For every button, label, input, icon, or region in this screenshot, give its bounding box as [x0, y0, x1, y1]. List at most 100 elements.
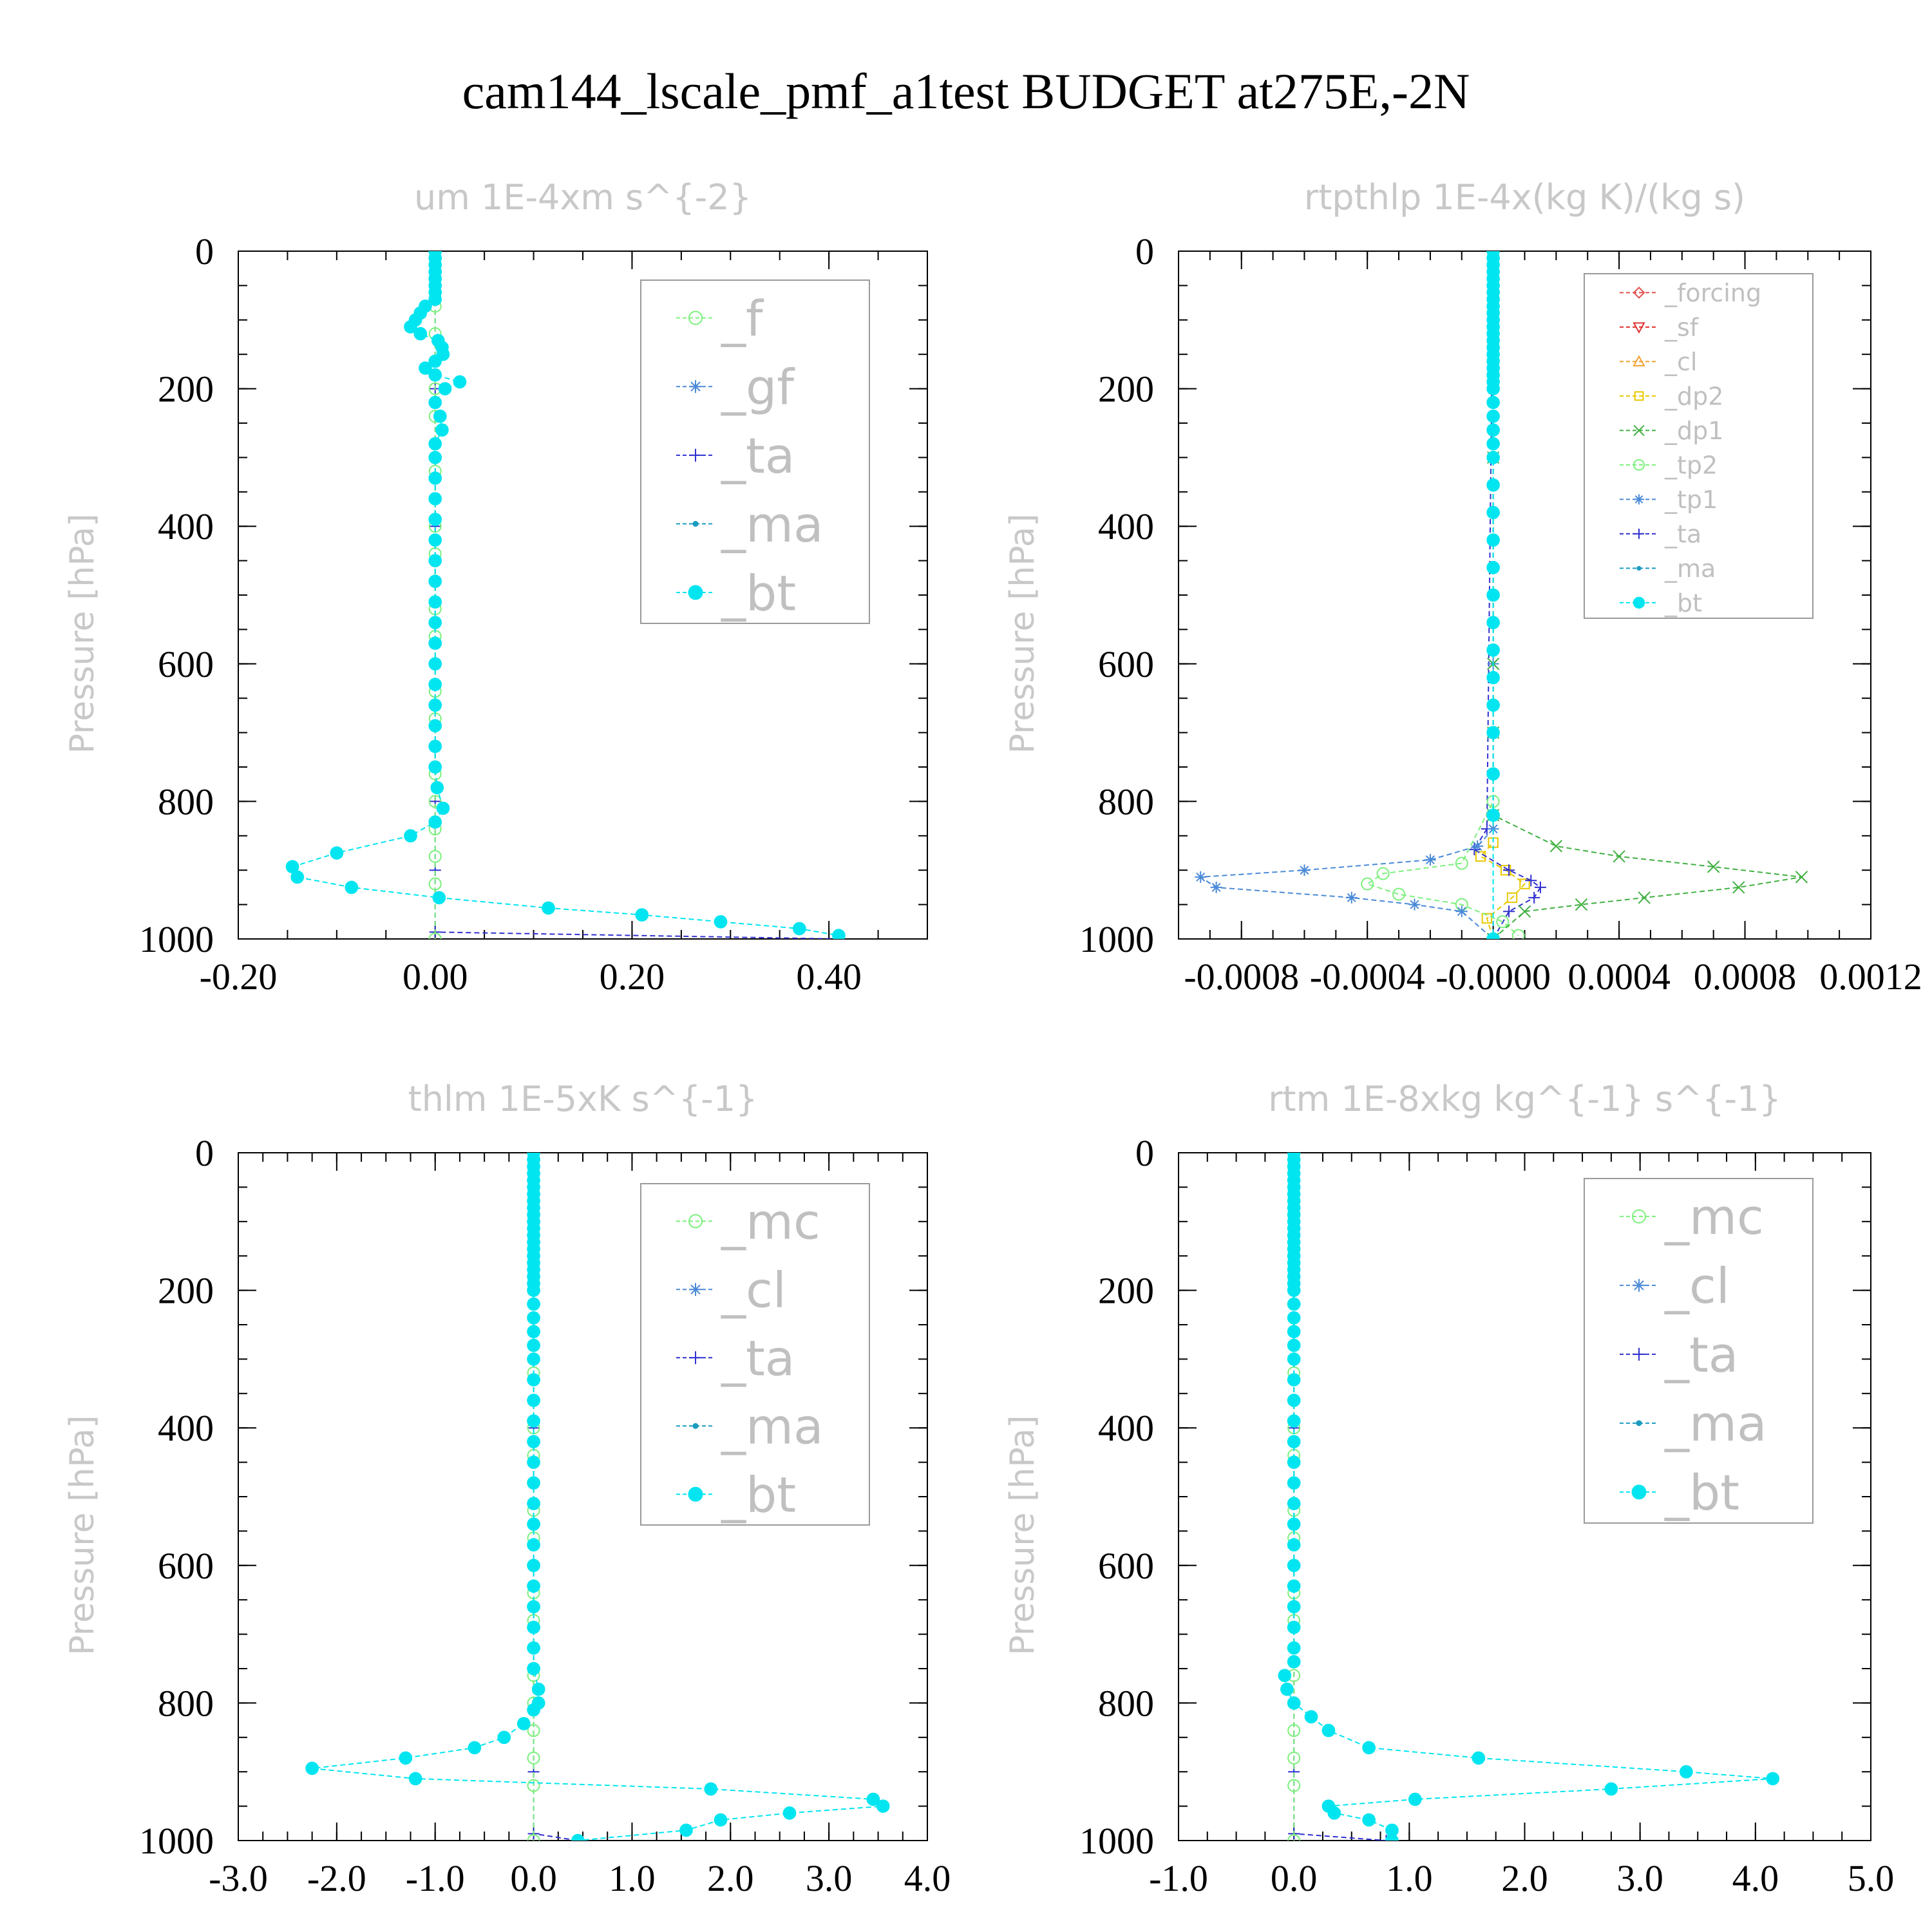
x-tick-label: 0.40: [796, 956, 862, 998]
data-point-bt: [408, 1772, 422, 1786]
data-point-bt: [1287, 1517, 1301, 1531]
chart-panels: um 1E-4xm s^{-2}Pressure [hPa]-0.20 0.00 0…: [63, 177, 1922, 1899]
data-point-bt: [404, 320, 417, 334]
legend-label: _tp2: [1664, 451, 1718, 480]
data-point-bt: [1766, 1772, 1780, 1786]
data-point-bt: [527, 1325, 540, 1339]
y-axis-label: Pressure [hPa]: [1003, 514, 1042, 754]
data-point-bt: [1472, 1751, 1486, 1765]
data-point-bt: [428, 513, 442, 526]
data-point-tp1: [1424, 854, 1436, 866]
data-point-bt: [1408, 1792, 1422, 1806]
data-point-dp2: [1506, 892, 1518, 904]
data-point-bt: [1287, 1297, 1301, 1311]
data-point-bt: [1486, 395, 1500, 410]
y-axis-label: Pressure [hPa]: [63, 1416, 102, 1656]
data-point-bt: [1287, 1373, 1301, 1387]
legend-marker: [1632, 1209, 1646, 1224]
data-point-bt: [1287, 1338, 1301, 1352]
legend-marker: [692, 1423, 699, 1429]
data-point-bt: [527, 1662, 540, 1676]
data-point-bt: [428, 292, 442, 307]
data-point-bt: [1486, 409, 1500, 423]
data-point-bt: [1486, 382, 1500, 395]
data-point-bt: [399, 1751, 413, 1765]
x-tick-label: -3.0: [209, 1857, 268, 1899]
data-point-bt: [527, 1641, 540, 1655]
data-point-bt: [1278, 1669, 1292, 1683]
data-point-bt: [1287, 1558, 1301, 1573]
data-point-f: [428, 849, 442, 863]
legend-label: _bt: [1664, 589, 1702, 618]
data-point-bt: [1304, 1710, 1318, 1724]
data-point-bt: [330, 846, 344, 860]
x-tick-label: 0.00: [402, 956, 468, 998]
data-point-bt: [527, 1538, 540, 1552]
data-point-dp1: [1638, 891, 1651, 904]
data-point-bt: [542, 901, 555, 915]
data-point-dp1: [1795, 871, 1808, 884]
legend: _f _gf _ta _ma _bt: [640, 279, 870, 624]
data-point-bt: [516, 1717, 531, 1730]
data-point-tp2: [1361, 877, 1374, 891]
legend-marker: [1633, 596, 1645, 609]
legend-marker: [1631, 1484, 1647, 1500]
x-tick-label: 0.0008: [1694, 956, 1797, 998]
data-point-tp2: [1455, 857, 1468, 870]
legend-box: [640, 279, 870, 624]
data-point-bt: [1362, 1741, 1376, 1755]
x-tick-label: 3.0: [806, 1857, 853, 1899]
data-point-tp2: [1511, 929, 1525, 939]
legend-marker: [689, 380, 702, 393]
data-point-bt: [714, 1813, 728, 1827]
y-tick-label: 1000: [139, 918, 214, 960]
data-point-bt: [428, 574, 442, 588]
data-point-tp1: [1455, 905, 1468, 918]
data-point-bt: [1321, 1723, 1336, 1738]
x-tick-label: -0.0008: [1184, 956, 1299, 998]
data-point-mc: [527, 1834, 540, 1841]
legend-marker: [1634, 494, 1644, 505]
data-point-mc: [527, 1724, 540, 1738]
series-line-ta: [1293, 1153, 1387, 1841]
data-point-f: [428, 795, 442, 808]
legend-marker: [1633, 287, 1645, 299]
data-point-bt: [1486, 726, 1500, 739]
y-tick-label: 1000: [139, 1820, 214, 1862]
y-tick-label: 1000: [1079, 918, 1154, 960]
data-point-bt: [1486, 437, 1500, 451]
chart-panel-4: rtm 1E-8xkg kg^{-1} s^{-1} Pressure [hPa]…: [1003, 1079, 1894, 1899]
data-point-bt: [527, 1311, 540, 1325]
legend-marker: [1634, 391, 1644, 401]
data-point-bt: [704, 1782, 718, 1796]
data-point-ta: [1528, 891, 1540, 904]
data-point-bt: [1486, 533, 1500, 547]
panel-title: um 1E-4xm s^{-2}: [414, 177, 752, 218]
data-point-tp1: [1345, 891, 1358, 904]
data-point-f: [428, 877, 442, 891]
figure-title: cam144_lscale_pmf_a1test BUDGET at275E,-…: [462, 63, 1470, 119]
y-tick-label: 800: [158, 1682, 214, 1724]
legend-marker: [688, 1214, 703, 1229]
data-point-bt: [428, 760, 442, 774]
data-point-bt: [832, 929, 846, 939]
y-tick-label: 200: [1098, 1270, 1154, 1312]
data-point-bt: [428, 657, 442, 671]
x-tick-label: -2.0: [307, 1857, 366, 1899]
data-point-mc: [1287, 1724, 1301, 1738]
data-point-dp1: [1613, 850, 1625, 863]
x-tick-label: 4.0: [1732, 1857, 1779, 1899]
data-point-tp2: [1376, 867, 1390, 880]
x-tick-label: 1.0: [1386, 1857, 1433, 1899]
legend-marker: [1633, 459, 1645, 471]
y-tick-label: 400: [1098, 1407, 1154, 1449]
data-point-bt: [679, 1823, 693, 1837]
legend-label: _f: [721, 290, 764, 347]
data-point-bt: [1287, 1455, 1301, 1469]
data-point-bt: [428, 815, 442, 829]
x-tick-label: -0.20: [200, 956, 278, 998]
legend-label: _bt: [1664, 1464, 1739, 1521]
data-point-mc: [1287, 1834, 1301, 1841]
data-point-bt: [1287, 1352, 1301, 1366]
